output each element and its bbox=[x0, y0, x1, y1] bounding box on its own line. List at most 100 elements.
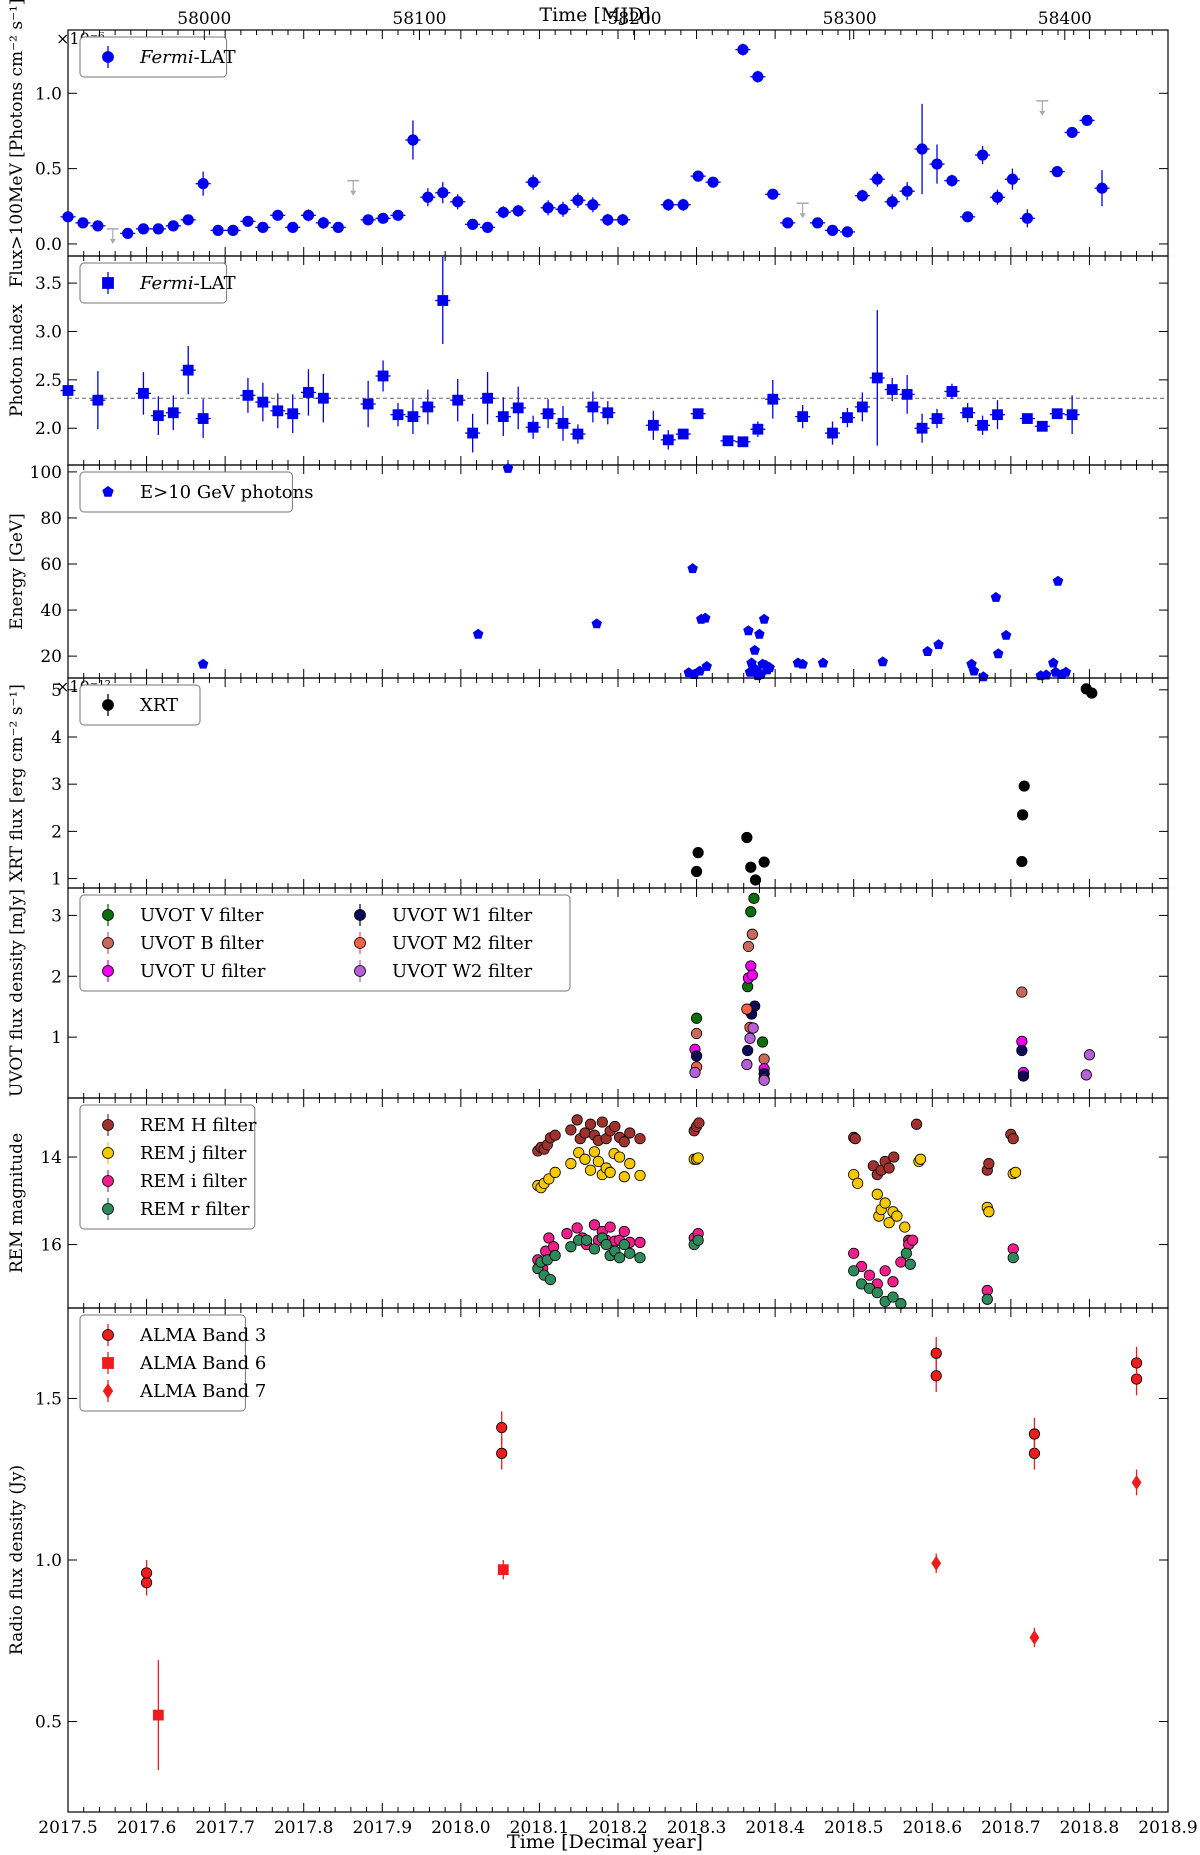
data-point bbox=[1130, 1357, 1143, 1369]
data-point bbox=[749, 874, 762, 886]
data-point bbox=[887, 1291, 899, 1303]
legend-label: UVOT B filter bbox=[140, 933, 264, 954]
data-point bbox=[422, 191, 434, 203]
data-point bbox=[899, 1221, 911, 1233]
data-point bbox=[137, 223, 150, 235]
data-point bbox=[571, 1114, 583, 1126]
data-point bbox=[879, 1197, 891, 1209]
data-point bbox=[332, 221, 344, 233]
data-point bbox=[392, 409, 404, 421]
data-point bbox=[752, 423, 764, 435]
legend-label: UVOT U filter bbox=[140, 961, 266, 982]
data-point bbox=[754, 628, 765, 639]
data-point bbox=[600, 1238, 612, 1251]
data-point bbox=[482, 392, 493, 404]
data-point bbox=[849, 1133, 861, 1145]
data-point bbox=[910, 1118, 923, 1130]
data-point bbox=[543, 1232, 555, 1244]
data-point bbox=[747, 1022, 759, 1034]
x-tick-label: 2018.5 bbox=[824, 1818, 883, 1838]
data-point bbox=[122, 227, 134, 239]
data-point bbox=[140, 1567, 153, 1579]
data-point bbox=[587, 401, 599, 413]
legend-label: UVOT W2 filter bbox=[392, 961, 533, 982]
series-fermi-lat bbox=[60, 256, 1080, 453]
mjd-tick-label: 58100 bbox=[392, 9, 446, 29]
legend: E>10 GeV photons bbox=[79, 471, 313, 513]
x-tick-label: 2017.6 bbox=[117, 1818, 176, 1838]
data-point bbox=[764, 662, 775, 673]
series-rem-h-filter bbox=[532, 1114, 1019, 1246]
data-point bbox=[481, 221, 494, 233]
data-point bbox=[1080, 1069, 1092, 1081]
data-point bbox=[1018, 780, 1030, 792]
data-point bbox=[467, 218, 479, 230]
y-axis-label: XRT flux [erg cm⁻² s⁻¹] bbox=[7, 684, 27, 882]
x-tick-label: 2018.8 bbox=[1060, 1818, 1119, 1838]
legend: Fermi-LAT bbox=[79, 262, 236, 304]
data-point bbox=[758, 1074, 770, 1086]
legend-marker bbox=[102, 1119, 114, 1131]
panel-high-energy-photons: 20 40 60 80 100 Energy [GeV] E>10 GeV photons bbox=[7, 463, 1169, 682]
y-tick-label: 0.5 bbox=[35, 1713, 62, 1733]
data-point bbox=[827, 427, 838, 439]
data-point bbox=[1000, 629, 1012, 640]
legend-marker bbox=[102, 937, 114, 949]
data-point bbox=[602, 407, 614, 419]
data-point bbox=[587, 199, 599, 211]
data-point bbox=[749, 644, 760, 655]
data-point bbox=[817, 657, 829, 668]
y-tick-label: 40 bbox=[40, 601, 62, 621]
data-point bbox=[922, 646, 933, 656]
data-point bbox=[588, 1146, 601, 1158]
y-tick-label: 3.0 bbox=[35, 322, 62, 342]
data-point bbox=[604, 1221, 616, 1233]
legend-frame bbox=[79, 262, 228, 304]
data-point bbox=[914, 1153, 927, 1165]
series-alma-band-7 bbox=[931, 1469, 1142, 1648]
series-xrt bbox=[690, 683, 1098, 886]
data-point bbox=[677, 428, 689, 440]
y-tick-label: 3 bbox=[51, 906, 62, 926]
data-point bbox=[588, 1219, 601, 1231]
y-tick-label: 100 bbox=[30, 463, 62, 483]
data-point bbox=[741, 1058, 753, 1071]
data-point bbox=[901, 388, 913, 400]
legend-label: ALMA Band 3 bbox=[139, 1325, 266, 1346]
data-point bbox=[737, 436, 749, 448]
data-point bbox=[1016, 855, 1028, 868]
data-point bbox=[287, 221, 299, 233]
data-point bbox=[962, 211, 974, 223]
legend-label: REM r filter bbox=[140, 1199, 250, 1220]
data-point bbox=[565, 1124, 577, 1136]
data-point bbox=[931, 413, 943, 424]
data-point bbox=[811, 217, 824, 229]
data-point bbox=[907, 1234, 919, 1246]
data-point bbox=[77, 217, 89, 229]
data-point bbox=[977, 419, 988, 431]
data-point bbox=[472, 628, 484, 639]
legend-marker bbox=[354, 909, 366, 921]
data-point bbox=[752, 71, 764, 83]
y-axis-label: Radio flux density (Jy) bbox=[7, 1465, 27, 1655]
y-tick-label: 3 bbox=[51, 775, 62, 795]
legend-frame bbox=[79, 36, 228, 78]
x-tick-label: 2018.4 bbox=[745, 1818, 804, 1838]
data-point bbox=[662, 434, 674, 446]
data-point bbox=[707, 176, 719, 188]
legend-label: REM i filter bbox=[140, 1171, 247, 1192]
x-tick-label: 2017.9 bbox=[353, 1818, 412, 1838]
y-axis-label: Photon index bbox=[7, 304, 27, 417]
data-point bbox=[634, 1236, 646, 1248]
data-point bbox=[746, 969, 758, 981]
data-point bbox=[983, 1158, 995, 1170]
data-point bbox=[767, 393, 779, 405]
legend-marker bbox=[102, 1147, 114, 1159]
data-point bbox=[549, 1249, 561, 1262]
legend-label: ALMA Band 6 bbox=[139, 1353, 266, 1374]
series-uvot-w2-filter bbox=[689, 1022, 1096, 1086]
data-point bbox=[863, 1269, 876, 1281]
legend-label: UVOT V filter bbox=[140, 905, 264, 926]
data-point bbox=[743, 625, 754, 636]
